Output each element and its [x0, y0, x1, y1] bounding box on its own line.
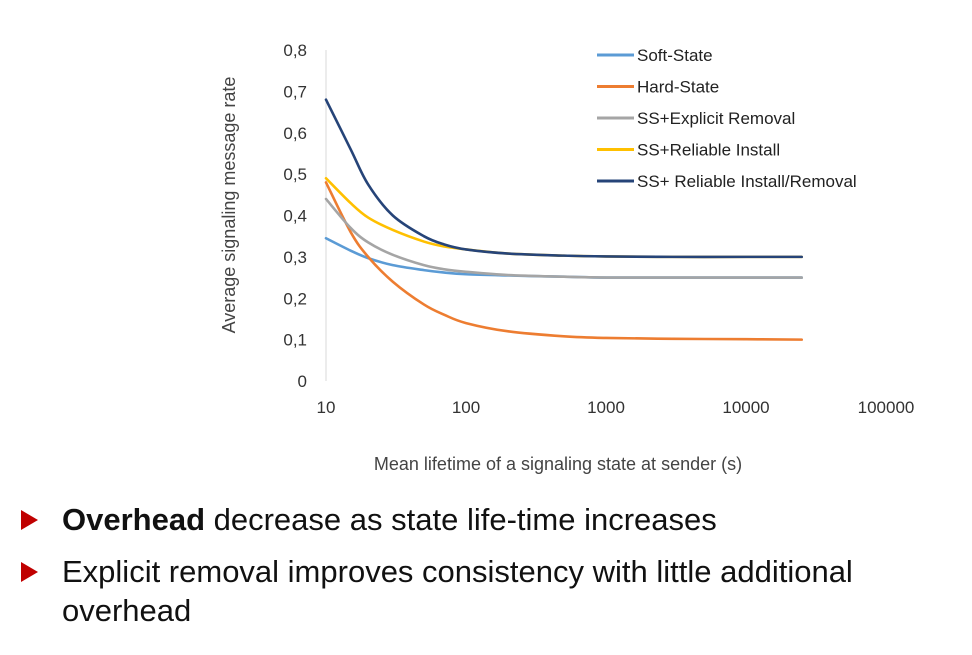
y-tick-label: 0,4	[283, 207, 307, 226]
bullet-bold-text: Overhead	[62, 502, 206, 537]
series-line-ss-explicit-removal	[324, 197, 804, 279]
bullet-text: decrease as state life-time increases	[205, 502, 717, 537]
y-tick-label: 0,1	[283, 331, 307, 350]
bullet-list: Overhead decrease as state life-time inc…	[18, 500, 963, 643]
y-tick-label: 0,8	[283, 41, 307, 60]
y-tick-label: 0,2	[283, 289, 307, 308]
y-tick-label: 0,3	[283, 248, 307, 267]
x-tick-label: 100000	[858, 398, 915, 417]
bullet-arrow-icon	[21, 562, 38, 582]
bullet-item: Overhead decrease as state life-time inc…	[18, 500, 963, 539]
bullet-arrow-icon	[21, 510, 38, 530]
y-tick-label: 0	[298, 372, 307, 391]
x-axis-title: Mean lifetime of a signaling state at se…	[374, 454, 742, 474]
legend-label: Soft-State	[637, 46, 713, 65]
y-tick-label: 0,6	[283, 124, 307, 143]
line-chart: 0 0,1 0,2 0,3 0,4 0,5 0,6 0,7 0,8 10 100 1000 10000 1…	[219, 41, 915, 474]
x-tick-label: 10	[317, 398, 336, 417]
bullet-text: Explicit removal improves consistency wi…	[62, 554, 853, 628]
y-axis-title: Average signaling message rate	[219, 77, 239, 334]
y-tick-label: 0,5	[283, 165, 307, 184]
series-line-hard-state	[324, 181, 804, 341]
bullet-item: Explicit removal improves consistency wi…	[18, 552, 963, 630]
x-tick-label: 10000	[722, 398, 769, 417]
legend-label: SS+ Reliable Install/Removal	[637, 172, 857, 191]
x-tick-label: 100	[452, 398, 480, 417]
legend-label: SS+Reliable Install	[637, 141, 780, 160]
legend-label: Hard-State	[637, 78, 719, 97]
series-line-ss-reliable-install-removal	[324, 98, 804, 259]
legend-label: SS+Explicit Removal	[637, 109, 795, 128]
x-tick-label: 1000	[587, 398, 625, 417]
y-tick-label: 0,7	[283, 82, 307, 101]
